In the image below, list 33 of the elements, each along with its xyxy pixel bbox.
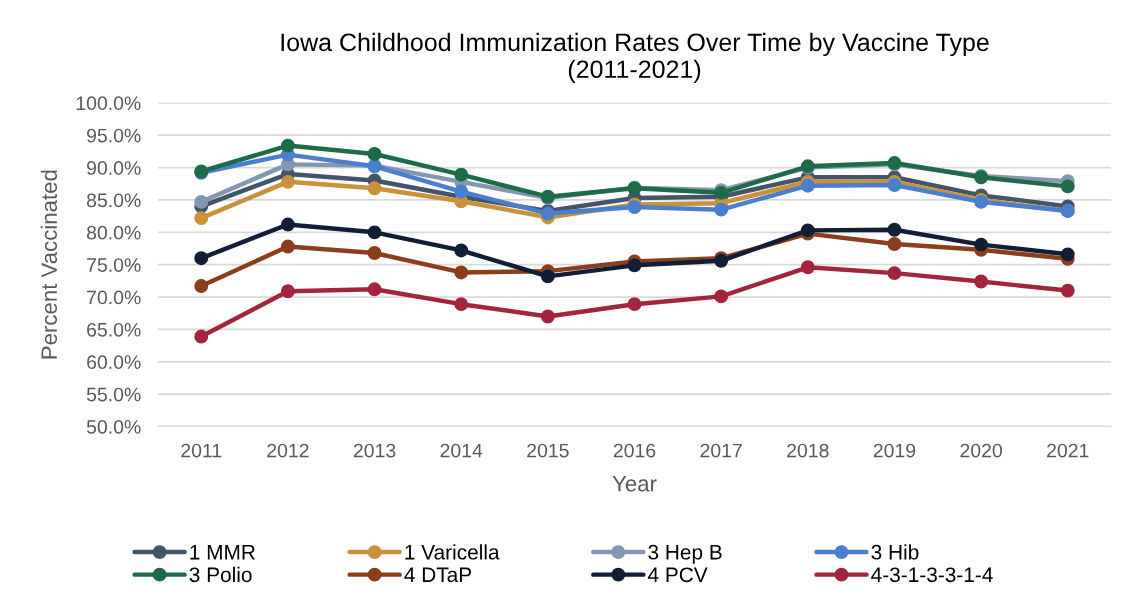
y-axis-title: Percent Vaccinated [40,170,58,359]
x-tick-label: 2019 [873,443,916,458]
y-tick-label: 70.0% [87,290,141,305]
x-tick-label: 2017 [700,443,742,458]
legend-label: 3 Hib [871,544,919,560]
y-tick-label: 85.0% [86,193,141,208]
y-tick-label: 50.0% [86,419,141,434]
x-tick-label: 2014 [440,443,483,458]
y-tick-label: 80.0% [86,225,141,240]
chart-title: Iowa Childhood Immunization Rates Over Time by Vaccine Type (2011-2021) [281,32,989,84]
x-tick-label: 2011 [181,443,222,458]
y-tick-label: 90.0% [87,161,141,175]
legend-label: 1 MMR [190,545,255,560]
x-axis-title: Year [612,476,657,492]
x-tick-label: 2016 [613,443,656,458]
legend-label: 3 Polio [189,566,252,583]
y-tick-label: 65.0% [87,322,141,337]
x-tick-label: 2012 [267,443,309,458]
legend-label: 4 PCV [647,567,708,583]
x-tick-label: 2021 [1047,443,1089,458]
x-tick-label: 2020 [960,443,1002,458]
y-tick-label: 55.0% [86,387,141,402]
y-tick-label: 75.0% [87,258,141,272]
x-tick-label: 2013 [353,443,396,458]
legend-label: 4 DTaP [404,567,472,583]
x-tick-label: 2018 [787,443,829,458]
legend-label: 4-3-1-3-3-1-4 [871,567,993,583]
legend-label: 3 Hep B [648,544,722,564]
legend-label: 1 Varicella [405,544,500,560]
y-tick-label: 60.0% [87,355,141,370]
x-tick-label: 2015 [527,443,569,458]
y-tick-label: 100.0% [76,96,141,111]
y-tick-label: 95.0% [87,128,141,143]
